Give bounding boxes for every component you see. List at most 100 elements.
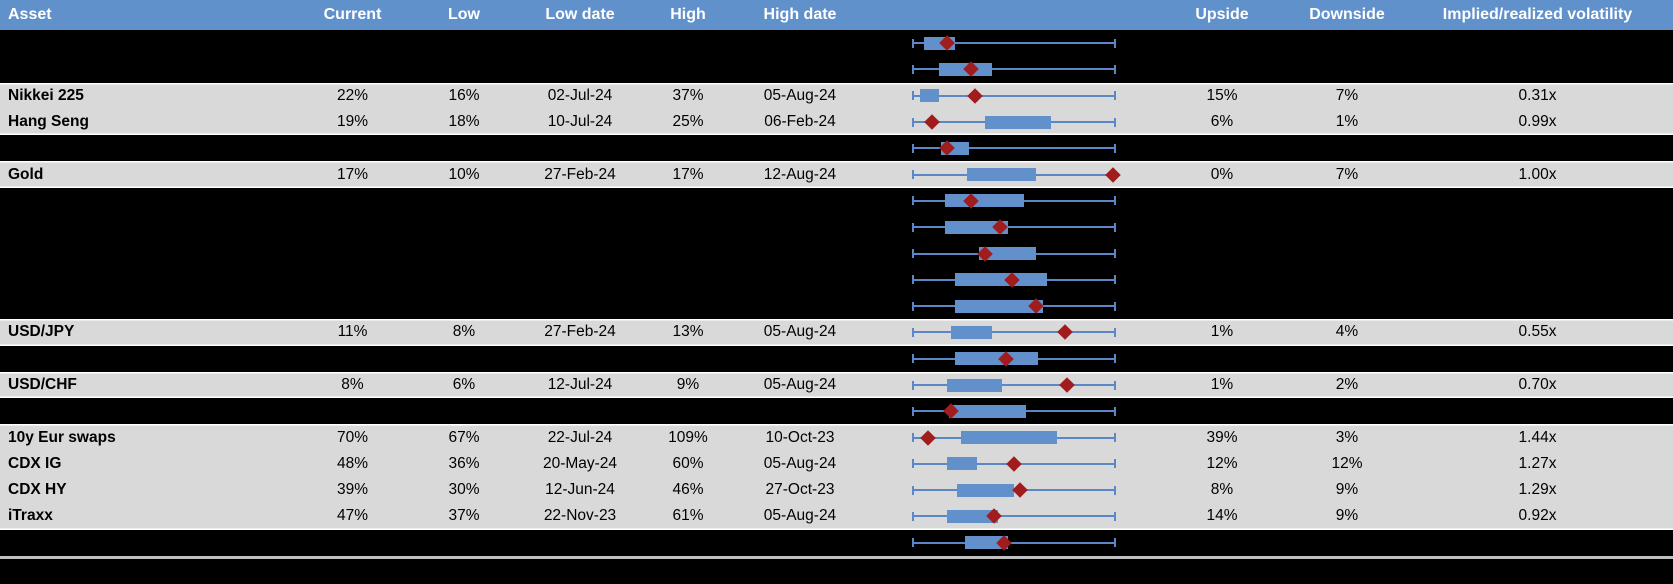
table-row-10y-eur-swaps: 10y Eur swaps 70% 67% 22-Jul-24 109% 10-… [0,424,1673,451]
cell-range-plot [876,346,1152,372]
whisker-cap-left-icon [912,117,914,127]
cell-high-date: 05-Aug-24 [763,376,837,393]
cell-range-plot [876,503,1152,529]
range-box [965,536,1008,550]
range-plot [912,319,1116,345]
header-asset: Asset [8,6,52,23]
cell-implied-realized-volatility: 0.99x [1518,113,1557,131]
cell-range-plot [876,109,1152,135]
range-plot [912,530,1116,556]
range-plot [912,398,1116,424]
whisker-line [912,541,1116,544]
whisker-cap-right-icon [1114,196,1116,206]
cell-asset: Hang Seng [8,113,89,131]
header-range-plot-spacer [876,0,1152,30]
cell-range-plot [876,161,1152,187]
cell-high-date: 27-Oct-23 [765,481,835,499]
table-header-row: Asset Current Low Low date High High dat… [0,0,1673,30]
cell-current: 70% [336,428,369,446]
cell-low: 36% [448,454,480,472]
whisker-cap-right-icon [1114,485,1116,495]
cell-range-plot [876,398,1152,424]
range-plot [912,240,1116,266]
table-row-hidden [0,292,1673,320]
range-plot [912,477,1116,503]
range-plot [912,372,1116,398]
cell-upside: 12% [1206,454,1238,472]
cell-range-plot [876,319,1152,345]
range-plot [912,293,1116,319]
whisker-cap-right-icon [1114,327,1116,337]
cell-low-date: 27-Feb-24 [544,323,616,341]
whisker-cap-left-icon [912,170,914,180]
whisker-cap-left-icon [912,222,914,232]
cell-current: 8% [341,376,364,393]
whisker-cap-left-icon [912,91,914,101]
cell-range-plot [876,56,1152,82]
whisker-cap-left-icon [912,143,914,153]
cell-low-date: 22-Jul-24 [547,428,613,446]
range-box [954,299,1043,313]
table-row-hang-seng: Hang Seng 19% 18% 10-Jul-24 25% 06-Feb-2… [0,108,1673,136]
whisker-cap-left-icon [912,354,914,364]
cell-high-date: 06-Feb-24 [764,113,836,131]
range-box [946,457,978,471]
whisker-cap-right-icon [1114,433,1116,443]
cell-low: 67% [448,428,480,446]
cell-downside: 7% [1335,86,1359,104]
cell-high: 17% [672,165,704,183]
cell-implied-realized-volatility: 0.55x [1518,323,1557,341]
whisker-cap-right-icon [1114,117,1116,127]
cell-high: 9% [676,376,700,393]
range-plot [912,109,1116,135]
cell-range-plot [876,372,1152,398]
table-row-usd-jpy: USD/JPY 11% 8% 27-Feb-24 13% 05-Aug-24 1… [0,319,1673,346]
cell-downside: 12% [1331,454,1363,472]
whisker-cap-left-icon [912,380,914,390]
cell-upside: 6% [1210,113,1234,131]
cell-high: 37% [672,86,704,104]
cell-implied-realized-volatility: 0.70x [1518,376,1557,393]
cell-asset: iTraxx [8,507,53,525]
cell-downside: 7% [1335,165,1359,183]
cell-high: 61% [672,507,704,525]
range-box [920,89,939,103]
range-box [946,509,998,523]
range-plot [912,83,1116,109]
cell-range-plot [876,240,1152,266]
cell-current: 11% [337,323,368,341]
current-diamond-icon [1059,377,1075,393]
whisker-cap-left-icon [912,301,914,311]
range-plot [912,346,1116,372]
header-high-date: High date [763,6,837,23]
cell-upside: 0% [1210,165,1234,183]
table-row-hidden [0,135,1673,162]
cell-asset: USD/CHF [8,376,77,393]
whisker-line [912,515,1116,518]
whisker-cap-left-icon [912,485,914,495]
cell-low-date: 20-May-24 [542,454,618,472]
cell-range-plot [876,83,1152,109]
cell-current: 17% [336,165,369,183]
cell-low-date: 27-Feb-24 [544,165,616,183]
cell-high-date: 05-Aug-24 [763,454,837,472]
header-current: Current [323,6,382,23]
table-row-hidden [0,398,1673,425]
cell-upside: 15% [1206,86,1238,104]
table-footer-strip [0,555,1673,584]
whisker-cap-right-icon [1114,301,1116,311]
cell-downside: 2% [1335,376,1359,393]
table-row-nikkei-225: Nikkei 225 22% 16% 02-Jul-24 37% 05-Aug-… [0,82,1673,109]
cell-high-date: 10-Oct-23 [765,428,835,446]
cell-current: 48% [336,454,369,472]
range-plot [912,503,1116,529]
range-box [985,115,1051,129]
cell-low: 16% [448,86,480,104]
table-row-hidden [0,214,1673,241]
range-box [956,483,1014,497]
cell-current: 39% [336,481,369,499]
cell-asset: Gold [8,165,44,183]
cell-current: 19% [336,113,369,131]
range-plot [912,30,1116,56]
